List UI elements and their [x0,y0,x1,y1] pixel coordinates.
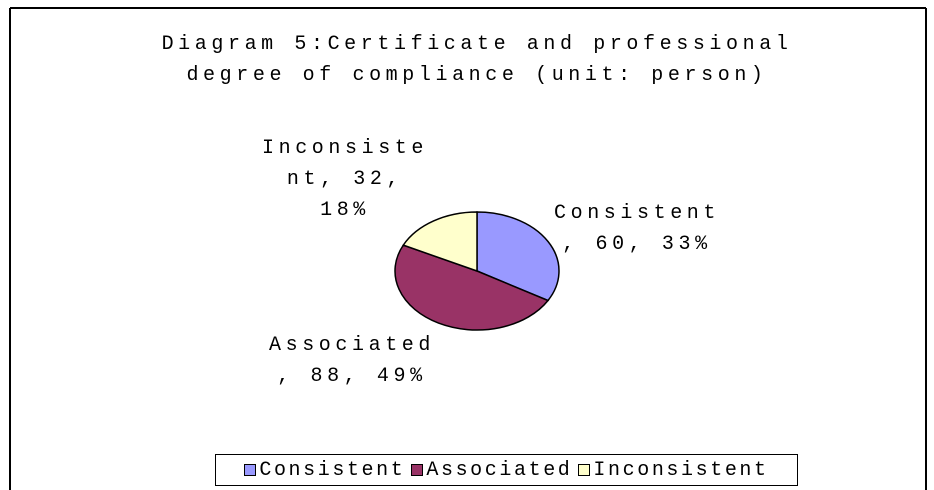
pie-slice [402,211,478,273]
pie [394,211,560,331]
data-label: Consistent, 60, 33% [553,202,721,256]
pie-slice [394,244,550,331]
pie-slice [476,211,560,302]
legend-label: Consistent [259,458,406,482]
legend-item: Associated [411,459,572,482]
chart-title: Diagram 5:Certificate and professional d… [161,33,793,87]
data-label: Inconsistent, 32, 18% [261,137,429,222]
data-label: Associated, 88, 49% [268,334,436,388]
legend-swatch [578,464,591,476]
legend-label: Inconsistent [593,458,769,482]
legend: Consistent Associated Inconsistent [215,454,798,486]
legend-item: Consistent [244,459,405,482]
legend-label: Associated [426,458,573,482]
legend-swatch [411,464,424,476]
legend-swatch [244,464,257,476]
legend-item: Inconsistent [578,459,768,482]
